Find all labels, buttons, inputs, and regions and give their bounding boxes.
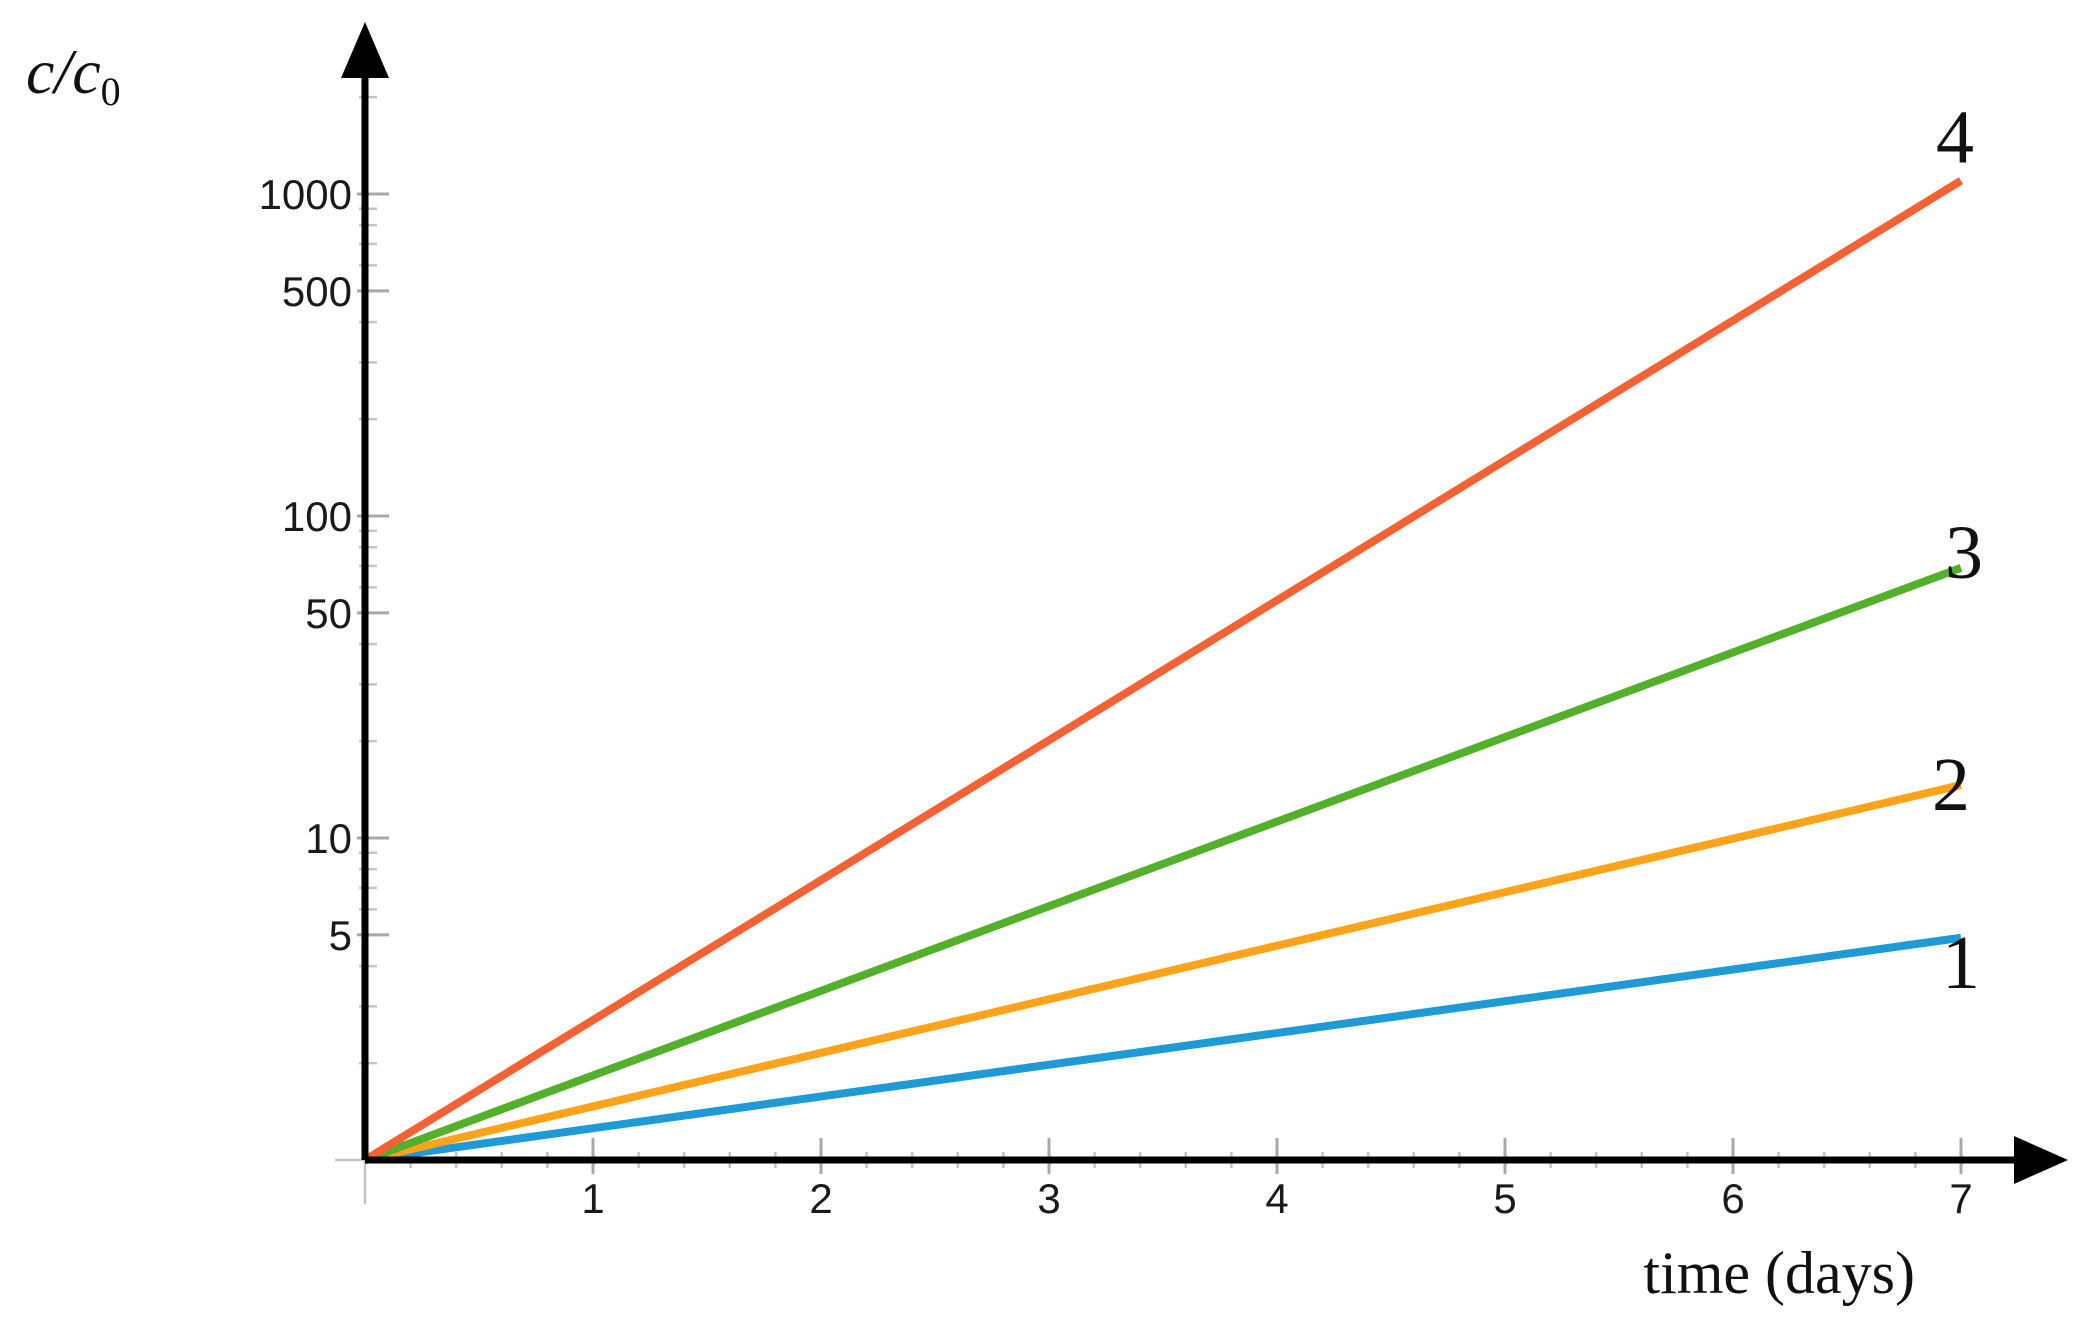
y-tick-label: 1000 [259,171,352,218]
major-ticks [357,192,1963,1174]
x-tick-label: 6 [1721,1175,1744,1222]
x-tick-label: 3 [1037,1175,1060,1222]
y-tick-label: 50 [305,590,352,637]
y-tick-label: 10 [305,815,352,862]
x-tick-label: 2 [809,1175,832,1222]
x-tick-labels: 1 2 3 4 5 6 7 [581,1175,1972,1222]
y-axis-title-subscript: 0 [101,69,121,114]
y-tick-label: 5 [329,912,352,959]
x-axis-title: time (days) [1643,1240,1915,1306]
y-tick-label: 100 [282,493,352,540]
y-tick-labels: 5 10 50 100 500 1000 [259,171,352,959]
minor-ticks [335,95,1917,1204]
y-tick-label: 500 [282,268,352,315]
series-labels: 1 2 3 4 [1932,96,1983,1005]
y-axis-arrowhead [341,22,389,78]
x-axis-arrowhead [2014,1136,2068,1184]
series-lines [362,177,1964,1164]
y-axis-title-main: c/c [26,36,101,107]
x-tick-label: 7 [1949,1175,1972,1222]
x-tick-label: 1 [581,1175,604,1222]
series-line-2 [364,781,1962,1164]
series-label-3: 3 [1945,511,1983,595]
series-line-4 [362,177,1964,1164]
series-line-1 [364,933,1962,1164]
series-label-4: 4 [1936,96,1974,180]
series-label-2: 2 [1932,743,1970,827]
series-label-1: 1 [1942,921,1980,1005]
x-tick-label: 5 [1493,1175,1516,1222]
y-axis-title: c/c0 [26,36,121,114]
x-tick-label: 4 [1265,1175,1288,1222]
series-line-3 [363,564,1963,1164]
